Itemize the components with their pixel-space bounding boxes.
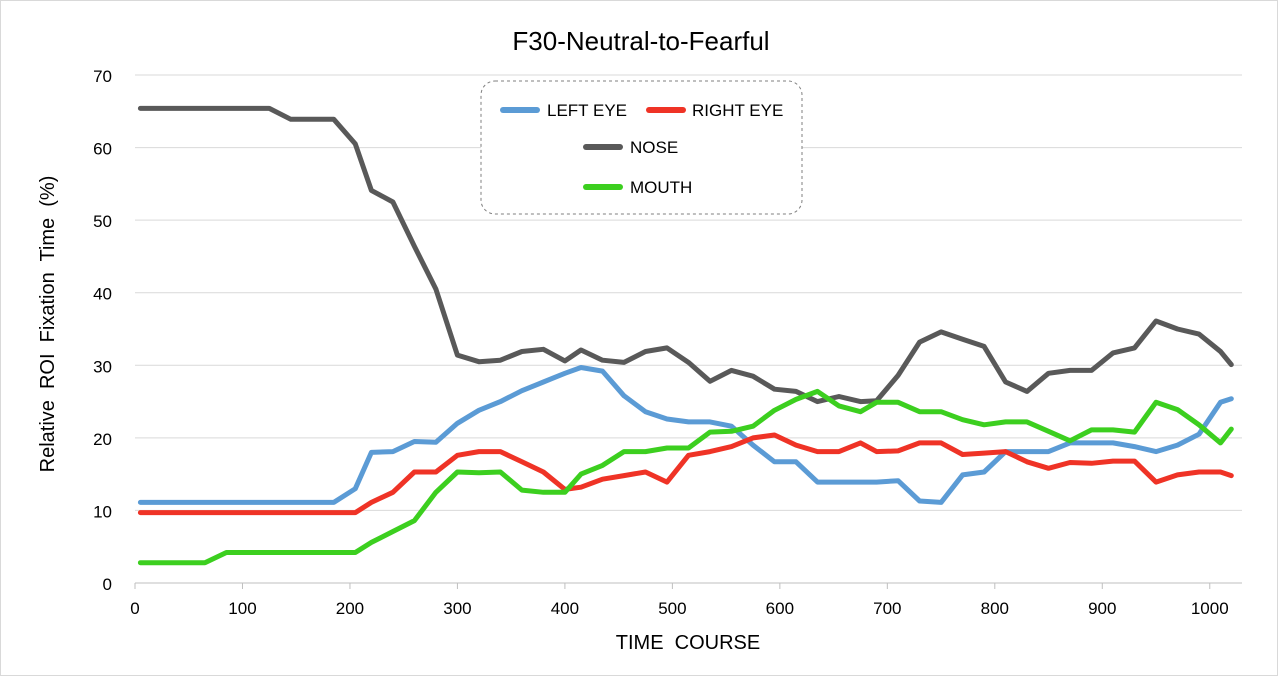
legend: LEFT EYE RIGHT EYE NOSE MOUTH: [480, 80, 803, 215]
y-tick-label: 0: [103, 575, 112, 594]
series-line-mouth: [137, 388, 1234, 566]
y-axis-label: Relative ROI Fixation Time (%): [37, 176, 59, 473]
x-tick-label: 800: [981, 599, 1009, 618]
legend-label-left-eye: LEFT EYE: [547, 101, 627, 120]
y-tick-label: 40: [93, 285, 112, 304]
y-tick-label: 30: [93, 357, 112, 376]
x-tick-label: 600: [766, 599, 794, 618]
x-tick-label: 0: [130, 599, 139, 618]
legend-label-right-eye: RIGHT EYE: [692, 101, 783, 120]
series-line-right-eye: [137, 432, 1234, 516]
x-tick-label: 400: [551, 599, 579, 618]
x-tick-label: 200: [336, 599, 364, 618]
series-line-nose: [137, 105, 1234, 405]
x-tick-label: 300: [443, 599, 471, 618]
x-tick-label: 1000: [1191, 599, 1229, 618]
legend-label-mouth: MOUTH: [630, 178, 692, 197]
y-tick-label: 20: [93, 430, 112, 449]
x-tick-label: 100: [228, 599, 256, 618]
legend-label-nose: NOSE: [630, 138, 678, 157]
x-tick-label: 900: [1088, 599, 1116, 618]
x-tick-label: 500: [658, 599, 686, 618]
y-tick-label: 50: [93, 212, 112, 231]
x-axis-label: TIME COURSE: [616, 632, 760, 654]
x-tick-label: 700: [873, 599, 901, 618]
y-tick-label: 60: [93, 140, 112, 159]
y-tick-label: 10: [93, 502, 112, 521]
series-line-left-eye: [137, 365, 1234, 505]
chart-title: F30-Neutral-to-Fearful: [512, 26, 769, 56]
y-tick-label: 70: [93, 67, 112, 86]
series-lines: [137, 105, 1234, 566]
legend-box: [480, 80, 803, 215]
